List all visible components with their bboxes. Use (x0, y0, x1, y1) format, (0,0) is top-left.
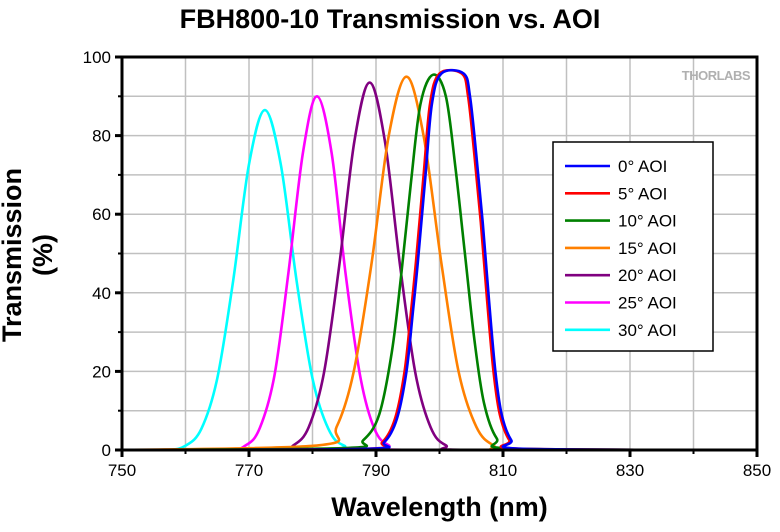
series-line-10deg (121, 73, 758, 452)
thorlabs-logo: THORLABS (682, 68, 751, 83)
legend-label: 15° AOI (618, 239, 677, 258)
legend-label: 25° AOI (618, 294, 677, 313)
series-line-0deg (121, 68, 758, 452)
x-tick-label: 830 (616, 461, 644, 480)
x-tick-label: 770 (235, 461, 263, 480)
x-tick-label: 850 (743, 461, 771, 480)
legend-box (552, 141, 714, 352)
legend-label: 10° AOI (618, 212, 677, 231)
legend-label: 5° AOI (618, 184, 667, 203)
x-tick-label: 750 (108, 461, 136, 480)
y-tick-label: 60 (92, 205, 111, 224)
y-tick-label: 20 (92, 362, 111, 381)
y-tick-label: 80 (92, 127, 111, 146)
y-tick-label: 0 (102, 441, 111, 460)
legend-label: 20° AOI (618, 266, 677, 285)
chart-title: FBH800-10 Transmission vs. AOI (179, 4, 601, 34)
x-tick-label: 790 (362, 461, 390, 480)
y-tick-label: 100 (83, 48, 111, 67)
legend-label: 0° AOI (618, 157, 667, 176)
x-tick-label: 810 (489, 461, 517, 480)
legend-label: 30° AOI (618, 321, 677, 340)
y-tick-label: 40 (92, 284, 111, 303)
series-line-20deg (121, 81, 757, 452)
x-axis-label: Wavelength (nm) (331, 492, 548, 522)
